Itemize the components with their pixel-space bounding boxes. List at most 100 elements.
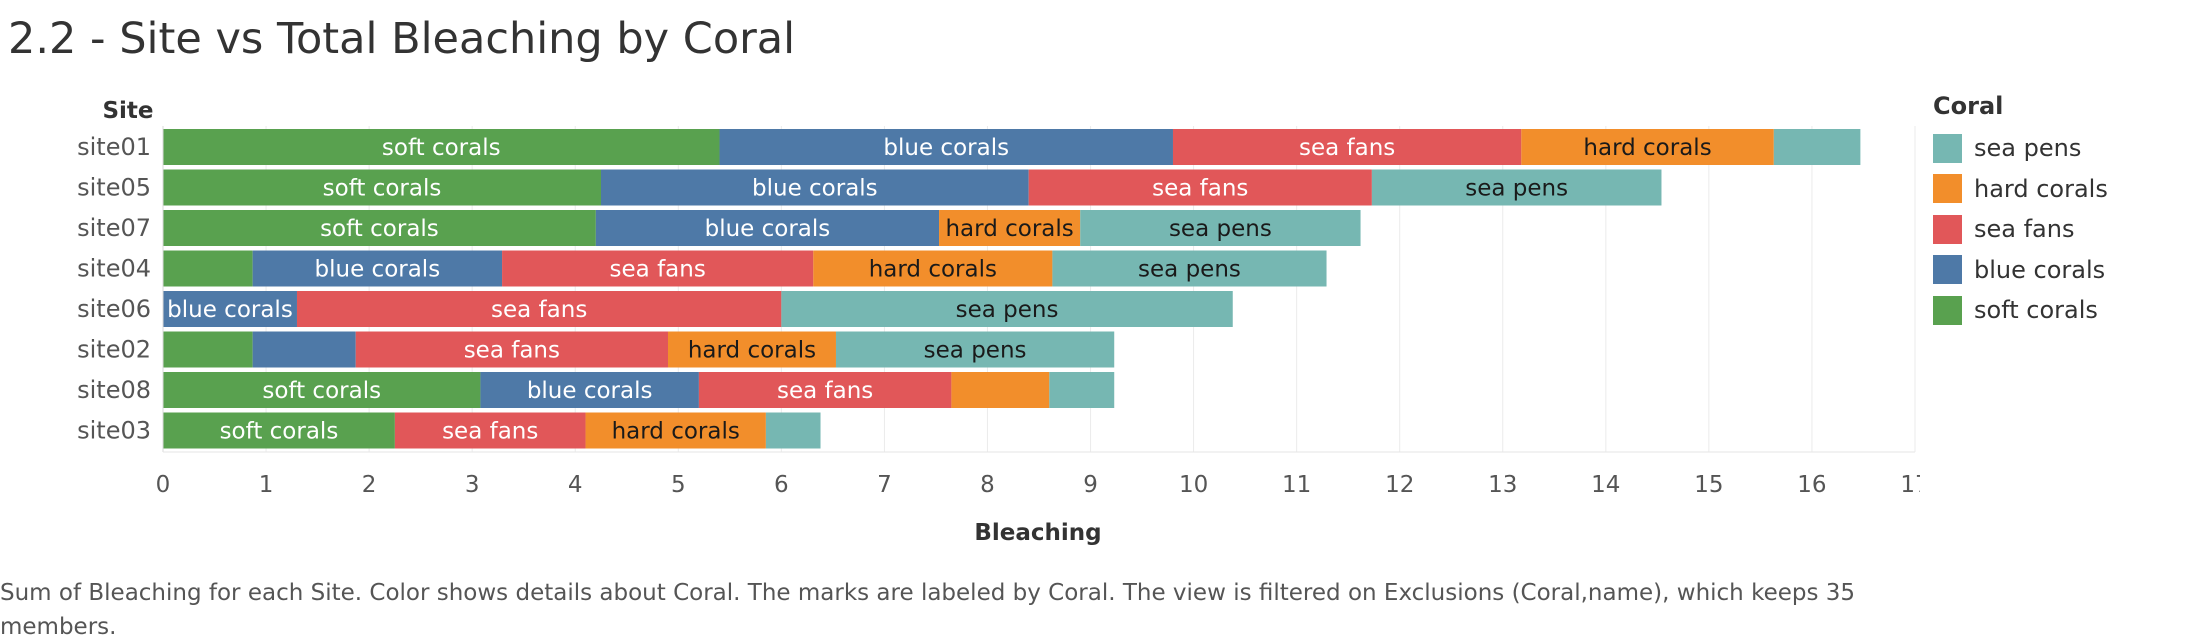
bar-label: blue corals — [705, 216, 831, 242]
bar-label: blue corals — [527, 378, 653, 404]
bar-segment — [1521, 129, 1774, 165]
bar-segment — [163, 291, 297, 327]
y-tick-label: site08 — [77, 376, 151, 404]
legend-swatch — [1933, 174, 1962, 204]
y-tick-label: site01 — [77, 133, 151, 161]
bar-segment — [585, 412, 766, 449]
bar-segment — [1052, 250, 1327, 287]
bar-label: hard corals — [688, 338, 816, 364]
stacked-bar-chart: soft corals blue corals sea fans hard coral… — [77, 98, 1920, 546]
legend: Coral sea pens hard corals sea fans blue… — [1933, 92, 2108, 331]
bar-segment — [163, 129, 720, 165]
x-tick-label: 4 — [568, 472, 583, 498]
legend-item-soft-corals[interactable]: soft corals — [1933, 290, 2108, 331]
bar-label: blue corals — [883, 135, 1009, 161]
bar-segment — [1773, 129, 1861, 165]
x-tick-label: 6 — [774, 472, 789, 498]
bar-segment — [835, 331, 1115, 368]
bar-label: sea pens — [956, 297, 1059, 323]
bar-segment — [394, 412, 586, 449]
bar-label: sea fans — [442, 419, 538, 445]
bar-segment — [1371, 169, 1662, 206]
bar-segment — [1172, 129, 1522, 165]
legend-title: Coral — [1933, 92, 2004, 120]
page-title: 2.2 - Site vs Total Bleaching by Coral — [8, 14, 796, 64]
bar-label: sea fans — [1299, 135, 1395, 161]
legend-label: hard corals — [1974, 174, 2108, 203]
y-tick-label: site06 — [77, 295, 151, 323]
legend-swatch — [1933, 133, 1962, 163]
bar-label: soft corals — [382, 135, 501, 161]
x-tick-label: 9 — [1083, 472, 1098, 498]
bar-segment — [296, 291, 782, 327]
bar-segment — [163, 372, 481, 408]
bar-segment — [601, 169, 1029, 206]
x-tick-label: 10 — [1179, 472, 1208, 498]
x-axis-title: Bleaching — [974, 520, 1101, 546]
bar-segment — [698, 372, 952, 408]
legend-item-sea-pens[interactable]: sea pens — [1933, 128, 2108, 169]
bar-segment — [1049, 372, 1115, 408]
bar-segment — [163, 412, 395, 449]
bar-label: blue corals — [752, 176, 878, 202]
legend-item-hard-corals[interactable]: hard corals — [1933, 169, 2108, 210]
bar-segment — [480, 372, 699, 408]
legend-label: sea pens — [1974, 134, 2082, 163]
bar-segment — [1028, 169, 1372, 206]
y-axis-title: Site — [102, 98, 153, 124]
bar-segment — [163, 169, 601, 206]
x-tick-label: 14 — [1591, 472, 1620, 498]
legend-swatch — [1933, 255, 1962, 285]
y-tick-label: site03 — [77, 417, 151, 445]
bar-label: sea pens — [1169, 216, 1272, 242]
x-tick-label: 17 — [1900, 472, 1920, 498]
bar-segment — [667, 331, 836, 368]
caption: Sum of Bleaching for each Site. Color sh… — [0, 580, 1856, 640]
bar-label: sea fans — [464, 338, 560, 364]
bar-label: blue corals — [167, 297, 293, 323]
bar-segment — [765, 412, 821, 449]
bar-label: blue corals — [315, 257, 441, 283]
bar-segment — [163, 331, 253, 368]
legend-label: sea fans — [1974, 215, 2075, 244]
legend-swatch — [1933, 214, 1962, 244]
legend-item-sea-fans[interactable]: sea fans — [1933, 209, 2108, 250]
bar-segment — [1080, 210, 1361, 246]
bar-label: sea pens — [1138, 257, 1241, 283]
bar-segment — [502, 250, 814, 287]
bar-label: sea fans — [777, 378, 873, 404]
x-tick-label: 12 — [1385, 472, 1414, 498]
bar-segment — [252, 331, 356, 368]
bar-label: sea fans — [1152, 176, 1248, 202]
x-tick-label: 11 — [1282, 472, 1311, 498]
bar-segment — [719, 129, 1173, 165]
bar-segment — [163, 210, 596, 246]
x-tick-label: 3 — [465, 472, 480, 498]
bar-segment — [163, 250, 253, 287]
bar-label: soft corals — [220, 419, 339, 445]
x-tick-label: 7 — [877, 472, 892, 498]
bar-label: soft corals — [262, 378, 381, 404]
bar-segment — [813, 250, 1053, 287]
y-tick-label: site02 — [77, 336, 151, 364]
bar-label: sea pens — [924, 338, 1027, 364]
bar-label: soft corals — [323, 176, 442, 202]
bar-label: sea fans — [491, 297, 587, 323]
bar-label: sea pens — [1465, 176, 1568, 202]
bar-label: hard corals — [945, 216, 1073, 242]
bar-label: soft corals — [320, 216, 439, 242]
x-tick-label: 13 — [1488, 472, 1517, 498]
legend-item-blue-corals[interactable]: blue corals — [1933, 250, 2108, 291]
bar-segment — [939, 210, 1081, 246]
bar-segment — [951, 372, 1050, 408]
x-tick-label: 15 — [1694, 472, 1723, 498]
legend-label: blue corals — [1974, 255, 2106, 284]
x-tick-label: 5 — [671, 472, 686, 498]
bar-label: hard corals — [1583, 135, 1711, 161]
x-tick-label: 2 — [362, 472, 377, 498]
y-tick-label: site05 — [77, 174, 151, 202]
bar-segment — [252, 250, 503, 287]
legend-label: soft corals — [1974, 296, 2098, 325]
y-tick-label: site04 — [77, 255, 151, 283]
x-tick-label: 0 — [156, 472, 171, 498]
